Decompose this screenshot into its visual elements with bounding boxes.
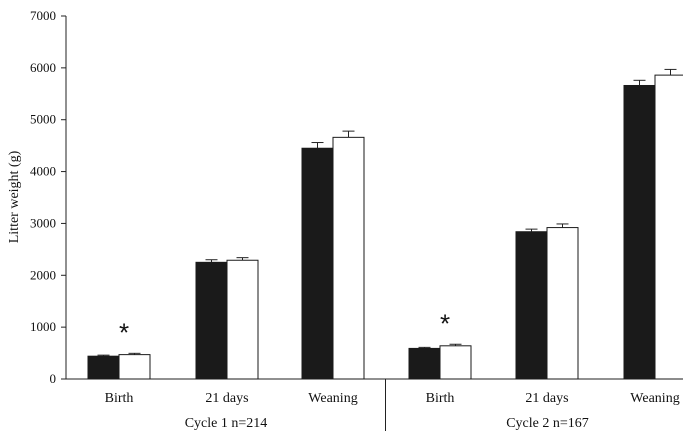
category-label: Weaning [308, 391, 357, 406]
category-label: 21 days [205, 391, 248, 406]
axes [65, 16, 683, 380]
y-axis-label: Litter weight (g) [7, 150, 22, 243]
group-label: Cycle 2 n=167 [506, 416, 589, 431]
bar [332, 136, 365, 380]
bar [226, 259, 259, 380]
significance-marker: * [119, 317, 129, 347]
bars [87, 74, 683, 380]
group-labels: Cycle 1 n=214 Cycle 2 n=167 [185, 379, 589, 431]
category-label: Birth [105, 391, 134, 406]
bar [195, 261, 228, 380]
y-tick-label: 3000 [30, 215, 56, 230]
category-labels: Birth 21 days Weaning Birth 21 days Weaning [105, 391, 680, 406]
bar [654, 74, 683, 380]
y-tick-label: 6000 [30, 60, 56, 75]
y-tick-label: 4000 [30, 164, 56, 179]
error-bars [97, 68, 677, 357]
y-tick-label: 7000 [30, 8, 56, 23]
bar [546, 227, 579, 380]
bar [301, 147, 334, 380]
y-tick-label: 0 [50, 371, 57, 386]
category-label: Birth [426, 391, 455, 406]
category-label: 21 days [525, 391, 568, 406]
group-label: Cycle 1 n=214 [185, 416, 268, 431]
bar [87, 355, 120, 380]
y-tick-label: 2000 [30, 267, 56, 282]
category-label: Weaning [630, 391, 679, 406]
bar [623, 84, 656, 380]
significance-marker: * [440, 308, 450, 338]
bar [515, 231, 548, 380]
y-tick-label: 5000 [30, 112, 56, 127]
bar [408, 347, 441, 380]
bar [439, 345, 472, 380]
y-ticks: 0 1000 2000 3000 4000 5000 6000 7000 [30, 8, 66, 386]
bar [118, 354, 151, 380]
annotations: * * [119, 308, 450, 347]
y-tick-label: 1000 [30, 319, 56, 334]
